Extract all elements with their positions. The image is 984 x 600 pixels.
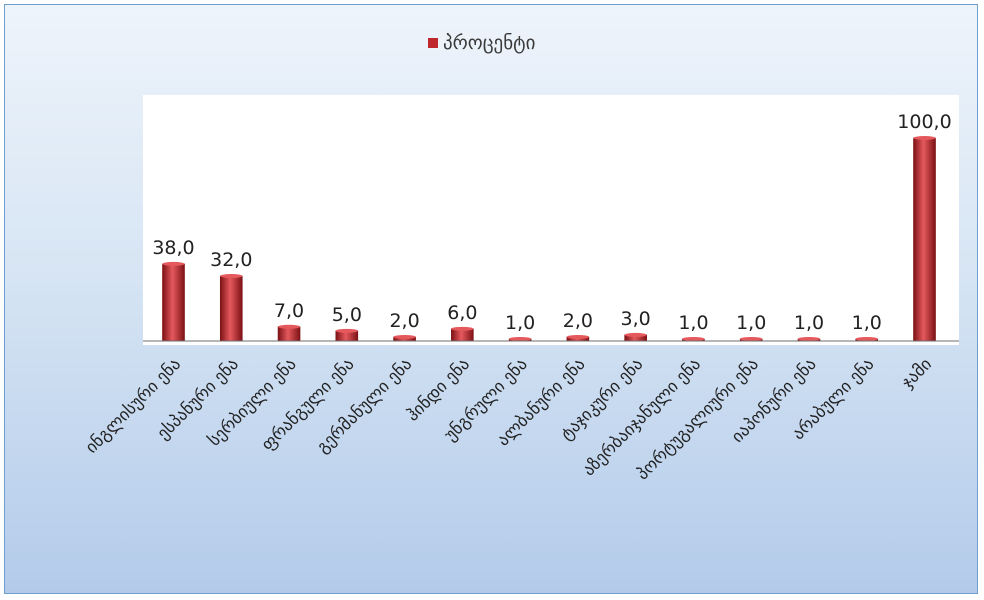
- bar-cap: [855, 336, 878, 341]
- value-label: 7,0: [274, 300, 304, 322]
- legend-swatch: [428, 38, 438, 48]
- value-label: 100,0: [897, 111, 951, 133]
- value-label: 1,0: [794, 312, 824, 334]
- value-label: 1,0: [852, 312, 882, 334]
- bar-cap: [393, 334, 416, 339]
- bar-cap: [740, 336, 763, 341]
- value-label: 32,0: [210, 249, 252, 271]
- value-label: 3,0: [621, 308, 651, 330]
- bar: [913, 137, 936, 342]
- legend: პროცენტი: [428, 32, 535, 54]
- bar-cap: [451, 326, 474, 331]
- bar: [277, 326, 301, 342]
- legend-label: პროცენტი: [443, 32, 535, 54]
- value-label: 6,0: [447, 302, 477, 324]
- bar-cap: [162, 261, 185, 266]
- category-label: ინგლისური ენა: [82, 354, 185, 457]
- value-labels: 38,0 32,0 7,0 5,0 2,0 6,0 1,0 2,0 3,0 1,0 1,0 1,0 1,…: [152, 111, 951, 334]
- bar-cap: [220, 274, 243, 279]
- value-label: 38,0: [152, 237, 194, 259]
- bar-cap: [797, 336, 820, 341]
- category-label: ჯამი: [898, 354, 936, 392]
- value-label: 2,0: [389, 310, 419, 332]
- bar-cap: [566, 334, 589, 339]
- value-label: 1,0: [678, 312, 708, 334]
- bar-cap: [509, 336, 532, 341]
- value-label: 1,0: [736, 312, 766, 334]
- plot-area: [143, 95, 959, 345]
- bar: [162, 263, 185, 342]
- bar-chart: პროცენტი 38,0 32,0 7,0 5,0 2,0 6,0 1,0 2,0 3,0 1,…: [82, 32, 959, 484]
- bar-cap: [624, 332, 647, 337]
- bar-cap: [913, 136, 936, 140]
- bar: [219, 275, 243, 342]
- bars-layer: [162, 136, 936, 342]
- bar-cap: [682, 336, 705, 341]
- value-label: 5,0: [332, 304, 362, 326]
- chart-frame: პროცენტი 38,0 32,0 7,0 5,0 2,0 6,0 1,0 2,0 3,0 1,…: [4, 4, 978, 594]
- value-label: 2,0: [563, 310, 593, 332]
- value-label: 1,0: [505, 312, 535, 334]
- bar-cap: [278, 324, 301, 329]
- bar-cap: [335, 328, 358, 333]
